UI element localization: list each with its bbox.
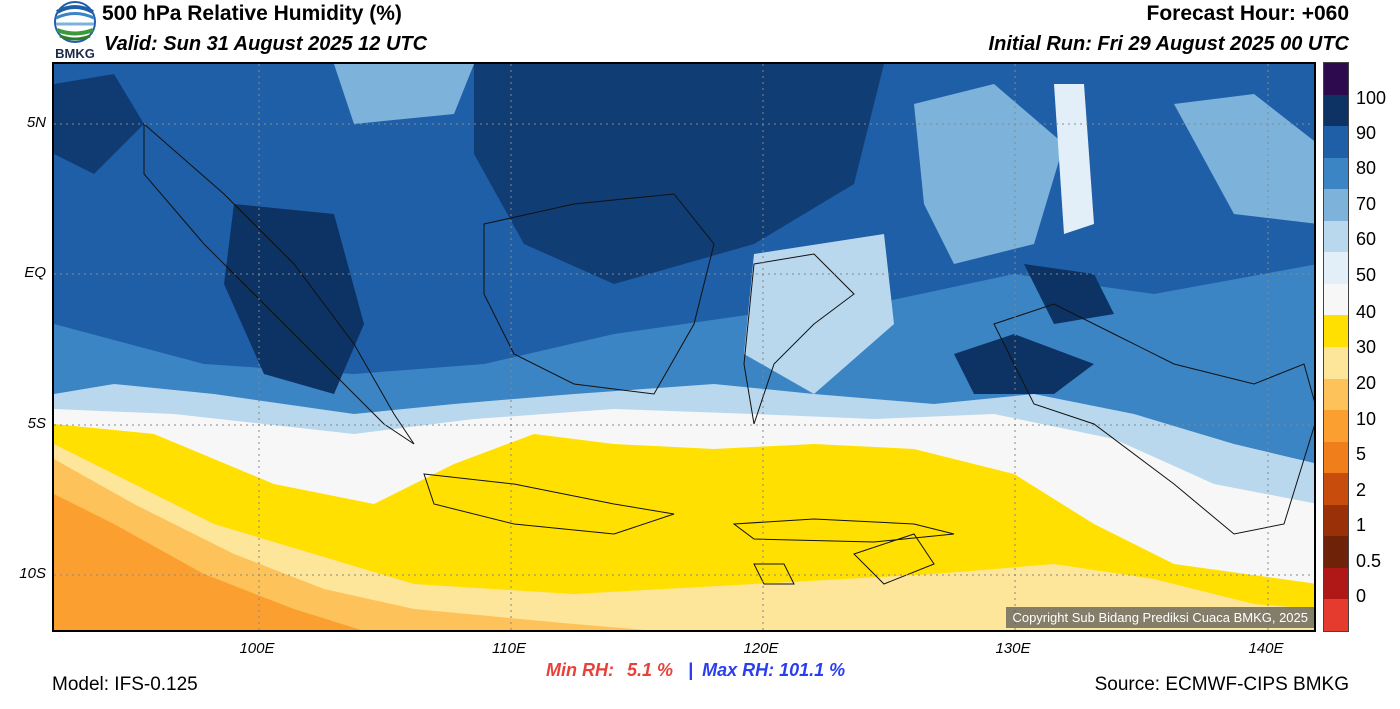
initial-run: Initial Run: Fri 29 August 2025 00 UTC	[988, 33, 1349, 55]
rh-stats: Min RH: 5.1 % | Max RH: 101.1 %	[546, 660, 845, 681]
colorbar-label-60: 60	[1356, 229, 1377, 249]
coastlines	[143, 122, 1314, 585]
humidity-field	[54, 64, 1314, 630]
colorbar-label-2: 2	[1356, 480, 1367, 500]
colorbar-segment	[1324, 378, 1348, 411]
lon-label-130e: 130E	[995, 640, 1031, 657]
colorbar-segment	[1324, 126, 1348, 159]
colorbar-label-90: 90	[1356, 123, 1377, 143]
colorbar-segment	[1324, 220, 1348, 253]
lon-label-110e: 110E	[492, 640, 526, 657]
colorbar-segment	[1324, 536, 1348, 569]
colorbar-segment	[1324, 567, 1348, 600]
lat-label-eq: EQ	[24, 264, 46, 281]
lon-label-100e: 100E	[239, 640, 275, 657]
min-rh-value: 5.1 %	[627, 660, 674, 680]
lat-label-5s: 5S	[27, 415, 46, 432]
colorbar-segment	[1324, 94, 1348, 127]
copyright-notice: Copyright Sub Bidang Prediksi Cuaca BMKG…	[1006, 607, 1314, 628]
colorbar-segment	[1324, 189, 1348, 222]
colorbar-segment	[1324, 504, 1348, 537]
colorbar-label-1: 1	[1356, 515, 1367, 535]
colorbar-label-70: 70	[1356, 194, 1377, 214]
colorbar	[1323, 62, 1349, 632]
page-title: 500 hPa Relative Humidity (%)	[102, 2, 402, 25]
colorbar-label-30: 30	[1356, 337, 1377, 357]
colorbar-label-0: 0	[1356, 586, 1367, 606]
svg-text:BMKG: BMKG	[55, 46, 95, 61]
colorbar-label-20: 20	[1356, 373, 1377, 393]
gridlines	[54, 64, 1314, 630]
bmkg-logo: BMKG	[50, 0, 100, 62]
colorbar-segment	[1324, 441, 1348, 474]
bmkg-logo-icon: BMKG	[54, 1, 96, 61]
forecast-hour: Forecast Hour: +060	[1146, 2, 1350, 25]
colorbar-label-50: 50	[1356, 265, 1377, 285]
min-rh-label: Min RH:	[546, 660, 614, 680]
valid-time: Valid: Sun 31 August 2025 12 UTC	[104, 33, 428, 55]
colorbar-segment	[1324, 157, 1348, 190]
colorbar-segment	[1324, 473, 1348, 506]
colorbar-label-10: 10	[1356, 409, 1377, 429]
humidity-map	[52, 62, 1316, 632]
lon-label-120e: 120E	[743, 640, 779, 657]
colorbar-segment	[1324, 252, 1348, 285]
lon-label-140e: 140E	[1248, 640, 1284, 657]
colorbar-label-80: 80	[1356, 158, 1377, 178]
colorbar-label-0-5: 0.5	[1356, 551, 1382, 571]
colorbar-segment	[1324, 599, 1348, 632]
colorbar-segment	[1324, 283, 1348, 316]
colorbar-label-40: 40	[1356, 302, 1377, 322]
model-label: Model: IFS-0.125	[52, 674, 198, 695]
colorbar-segment	[1324, 63, 1348, 96]
colorbar-segment	[1324, 347, 1348, 380]
lat-label-10s: 10S	[19, 565, 46, 582]
stats-separator: |	[688, 660, 694, 680]
colorbar-segment	[1324, 410, 1348, 443]
colorbar-label-5: 5	[1356, 444, 1367, 464]
max-rh-label: Max RH: 101.1 %	[702, 660, 846, 680]
colorbar-segment	[1324, 315, 1348, 348]
source-label: Source: ECMWF-CIPS BMKG	[1094, 674, 1349, 695]
lat-label-5n: 5N	[26, 114, 46, 131]
colorbar-label-100: 100	[1356, 88, 1387, 108]
